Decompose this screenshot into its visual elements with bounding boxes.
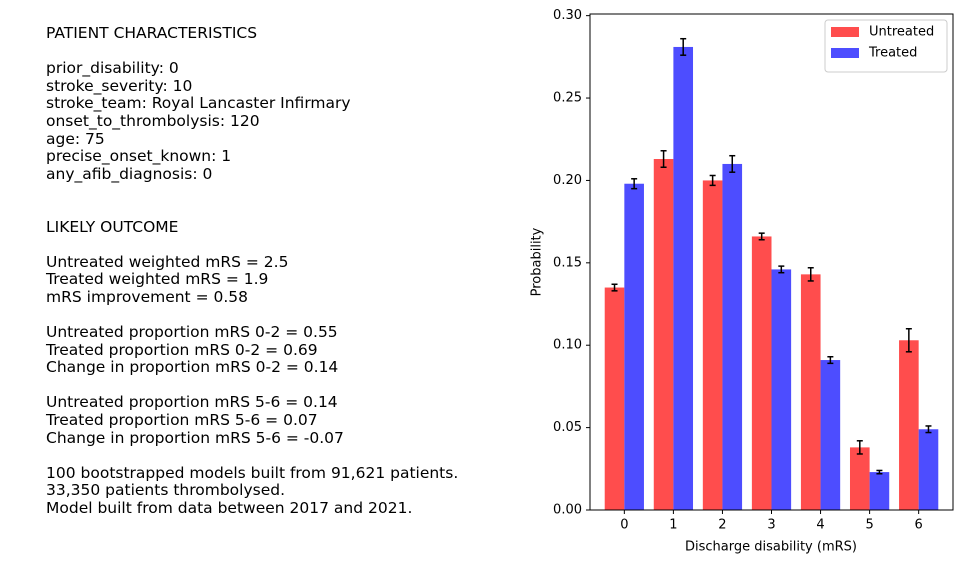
x-tick-label: 1 [669,518,677,533]
x-tick-label: 5 [865,518,873,533]
bar [751,236,772,510]
text-line: stroke_team: Royal Lancaster Infirmary [46,94,351,113]
text-block: Untreated proportion mRS 5-6 = 0.14 Treat… [46,394,458,447]
bar [899,340,919,510]
x-tick-label: 0 [620,518,628,533]
bar [800,274,821,510]
axes-frame [589,13,954,511]
legend-label: Treated [868,46,917,61]
y-tick-label: 0.15 [553,255,582,270]
x-tick-label: 2 [718,518,726,533]
text-line: mRS improvement = 0.58 [46,287,248,306]
x-tick-label: 6 [915,518,923,533]
bar [702,180,723,511]
text-block: LIKELY OUTCOME [46,217,458,237]
legend-swatch [831,48,859,58]
text-line: Change in proportion mRS 5-6 = -0.07 [46,428,344,447]
text-line: Untreated weighted mRS = 2.5 [46,252,289,271]
text-line: 33,350 patients thrombolysed. [46,481,286,500]
x-axis-label: Discharge disability (mRS) [685,540,857,555]
text-block: Untreated proportion mRS 0-2 = 0.55 Treat… [46,323,458,377]
text-line: age: 75 [46,129,105,148]
legend-label: Untreated [869,25,934,40]
y-tick-label: 0.05 [553,420,582,435]
bar [653,159,674,511]
text-line: any_afib_diagnosis: 0 [46,164,213,183]
text-block: PATIENT CHARACTERISTICS [46,24,458,43]
bar [918,429,939,510]
bar [849,447,870,510]
text-block: 100 bootstrapped models built from 91,62… [46,463,459,518]
y-tick-label: 0.10 [553,338,582,353]
text-line: Treated proportion mRS 5-6 = 0.07 [46,411,318,430]
text-line: PATIENT CHARACTERISTICS [46,24,258,42]
x-tick-label: 4 [816,518,824,533]
bar [722,163,743,510]
y-tick-label: 0.30 [553,8,582,23]
text-line: prior_disability: 0 [46,59,179,78]
bar [604,287,625,510]
bar [673,46,694,510]
y-axis-label: Probability [530,227,545,296]
text-line: Treated weighted mRS = 1.9 [46,270,269,289]
text-line: onset_to_thrombolysis: 120 [46,111,260,130]
text-line: Untreated proportion mRS 5-6 = 0.14 [46,393,338,412]
text-panel: PATIENT CHARACTERISTICS prior_disability:… [46,24,459,535]
y-tick-label: 0.20 [553,173,582,188]
text-line: LIKELY OUTCOME [46,217,179,236]
bar [869,472,890,510]
text-line: stroke_severity: 10 [46,76,193,95]
x-tick-label: 3 [767,518,775,533]
text-line: Change in proportion mRS 0-2 = 0.14 [46,358,339,377]
bar [624,183,644,510]
y-tick-label: 0.25 [553,91,582,106]
text-block: Untreated weighted mRS = 2.5 Treated weig… [46,252,458,307]
text-line: 100 bootstrapped models built from 91,62… [46,463,459,482]
bar [771,269,792,510]
text-line: precise_onset_known: 1 [46,147,232,166]
text-line: Untreated proportion mRS 0-2 = 0.55 [46,323,338,342]
bar [820,360,841,510]
y-tick-label: 0.00 [553,503,582,518]
legend-swatch [831,27,859,37]
text-line: Model built from data between 2017 and 2… [46,499,413,518]
text-line: Treated proportion mRS 0-2 = 0.69 [46,340,318,359]
